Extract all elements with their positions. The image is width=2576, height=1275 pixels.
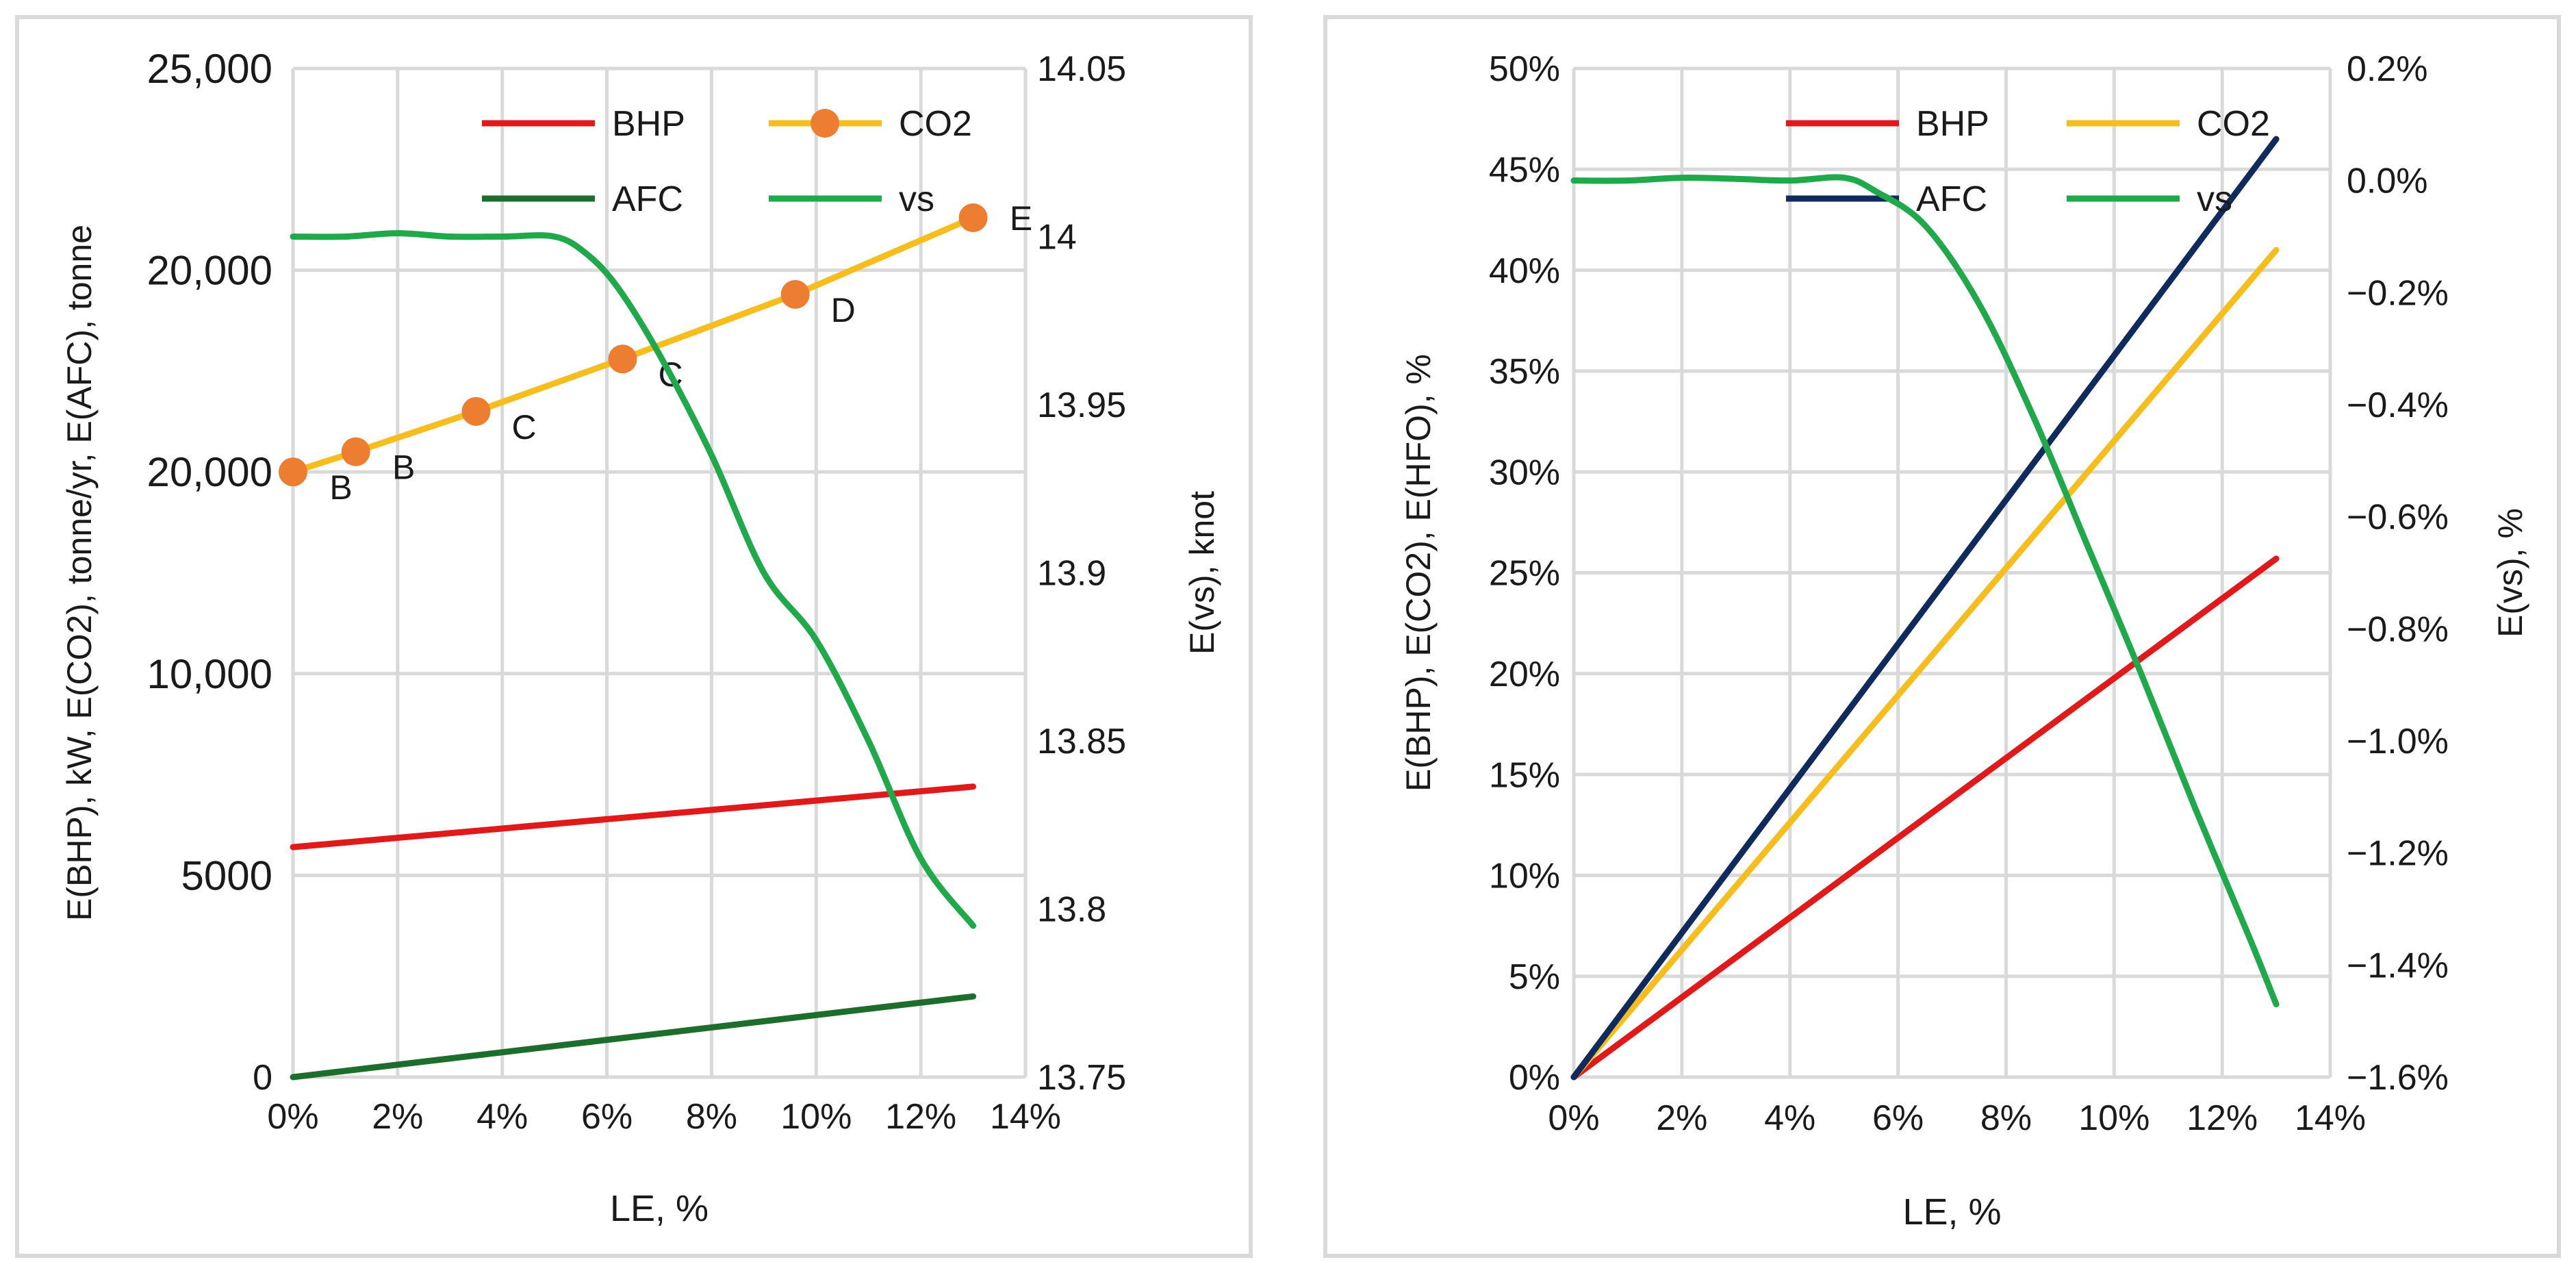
series-line-co2 — [290, 214, 977, 475]
y2-tick-label: 0.0% — [2347, 162, 2428, 201]
data-label: E — [1010, 199, 1032, 238]
y2-tick-label: 0.2% — [2347, 49, 2428, 89]
x-tick-label: 14% — [2295, 1098, 2366, 1138]
data-label: B — [329, 468, 352, 507]
x-tick-label: 10% — [780, 1097, 852, 1137]
legend-label-vs: vs — [2197, 179, 2232, 219]
legend-marker-co2 — [811, 109, 839, 138]
data-point-co2 — [341, 437, 370, 466]
y-tick-label: 15% — [1489, 755, 1560, 795]
y2-axis-title: E(vs), knot — [1183, 491, 1221, 655]
y-tick-label: 20,000 — [146, 449, 272, 495]
x-tick-label: 10% — [2078, 1098, 2150, 1138]
legend-label-bhp: BHP — [612, 104, 685, 144]
x-tick-label: 6% — [581, 1097, 633, 1137]
data-label: B — [392, 449, 415, 487]
y-tick-label: 45% — [1489, 151, 1560, 190]
x-tick-label: 2% — [1656, 1098, 1707, 1138]
series-line-vs — [290, 230, 977, 929]
data-point-co2 — [279, 457, 307, 487]
y2-tick-label: −0.8% — [2347, 609, 2449, 649]
y-tick-label: 0 — [253, 1058, 272, 1098]
y2-tick-label: 14 — [1037, 218, 1077, 257]
data-point-co2 — [608, 344, 637, 374]
y-axis-title: E(BHP), E(CO2), E(HFO), % — [1399, 354, 1438, 792]
y2-tick-label: 13.9 — [1037, 554, 1106, 594]
series-line-vs — [1570, 174, 2280, 1008]
x-tick-label: 12% — [885, 1097, 956, 1137]
series-line-co2 — [1570, 247, 2280, 1081]
y2-tick-label: 13.95 — [1037, 386, 1126, 425]
y-tick-label: 50% — [1489, 49, 1560, 89]
legend-label-co2: CO2 — [2197, 104, 2270, 144]
left-chart: 0% 2% 4% 6% 8% 10% 12% 14% 0 5000 10,000 20,000 20,0… — [60, 46, 1221, 1229]
data-point-co2 — [780, 279, 810, 309]
series-line-bhp — [1570, 555, 2280, 1081]
right-chart: 0% 2% 4% 6% 8% 10% 12% 14% 0% 5% 10% 15% 20% 25% 30% 35… — [1399, 49, 2529, 1233]
y2-tick-label: 14.05 — [1037, 49, 1126, 89]
x-tick-label: 2% — [372, 1097, 423, 1137]
legend-label-vs: vs — [899, 179, 934, 219]
x-tick-label: 0% — [267, 1097, 318, 1137]
legend-label-bhp: BHP — [1916, 104, 1989, 144]
y-tick-label: 40% — [1489, 251, 1560, 291]
x-tick-label: 8% — [1980, 1098, 2032, 1138]
y2-tick-label: −1.2% — [2347, 834, 2449, 874]
x-tick-label: 12% — [2186, 1098, 2258, 1138]
x-tick-label: 14% — [990, 1097, 1061, 1137]
y-tick-label: 5% — [1509, 957, 1560, 997]
y2-tick-label: 13.8 — [1037, 890, 1106, 930]
legend-label-afc: AFC — [1916, 179, 1987, 219]
x-tick-label: 4% — [1764, 1098, 1815, 1138]
legend-label-afc: AFC — [612, 179, 683, 219]
y-tick-label: 10,000 — [146, 651, 272, 697]
data-label: D — [831, 291, 856, 329]
y2-tick-label: −1.6% — [2347, 1058, 2449, 1098]
y-tick-label: 20,000 — [146, 248, 272, 294]
y-tick-label: 10% — [1489, 857, 1560, 896]
y2-tick-label: −0.4% — [2347, 386, 2449, 425]
x-tick-label: 4% — [476, 1097, 528, 1137]
series-line-afc — [290, 993, 977, 1081]
series-line-bhp — [290, 783, 977, 850]
y2-tick-label: 13.75 — [1037, 1058, 1126, 1098]
x-axis-title: LE, % — [1902, 1191, 2001, 1233]
x-tick-label: 8% — [686, 1097, 737, 1137]
y2-axis-title: E(vs), % — [2491, 508, 2529, 638]
data-label: C — [511, 408, 536, 446]
right-chart-panel: 0% 2% 4% 6% 8% 10% 12% 14% 0% 5% 10% 15% 20% 25% 30% 35… — [1323, 15, 2561, 1258]
x-axis-title: LE, % — [610, 1188, 709, 1229]
y-axis-title: E(BHP), kW, E(CO2), tonne/yr, E(AFC), to… — [60, 225, 99, 921]
series-line-afc — [1570, 136, 2280, 1081]
y2-tick-label: −1.4% — [2347, 946, 2449, 985]
y-tick-label: 25,000 — [146, 46, 272, 92]
y-tick-label: 25% — [1489, 554, 1560, 594]
y2-tick-label: −1.0% — [2347, 722, 2449, 761]
y-tick-label: 20% — [1489, 655, 1560, 694]
y2-tick-label: −0.2% — [2347, 273, 2449, 313]
y-tick-label: 30% — [1489, 453, 1560, 492]
y2-tick-label: −0.6% — [2347, 498, 2449, 538]
data-point-co2 — [461, 396, 491, 426]
y-tick-label: 35% — [1489, 352, 1560, 392]
left-chart-panel: 0% 2% 4% 6% 8% 10% 12% 14% 0 5000 10,000 20,000 20,0… — [15, 15, 1253, 1258]
y2-tick-label: 13.85 — [1037, 722, 1126, 761]
y-tick-label: 0% — [1509, 1058, 1560, 1098]
x-tick-label: 0% — [1548, 1098, 1599, 1138]
x-tick-label: 6% — [1872, 1098, 1924, 1138]
legend-label-co2: CO2 — [899, 104, 972, 144]
y-tick-label: 5000 — [181, 853, 272, 898]
data-point-co2 — [958, 203, 988, 233]
